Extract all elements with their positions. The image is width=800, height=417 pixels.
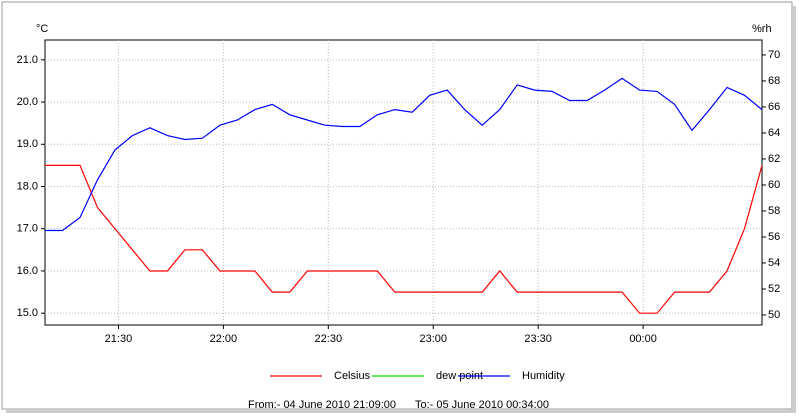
y-tick-label: 19.0 [17, 138, 38, 150]
legend-label: Humidity [522, 370, 565, 382]
y2-tick-label: 62 [768, 153, 780, 165]
y2-tick-label: 70 [768, 49, 780, 61]
x-tick-label: 00:00 [629, 333, 657, 345]
legend-label: Celsius [334, 370, 371, 382]
y2-tick-label: 68 [768, 75, 780, 87]
x-tick-label: 22:00 [210, 333, 238, 345]
y2-tick-label: 56 [768, 231, 780, 243]
y-tick-label: 21.0 [17, 54, 38, 66]
y-tick-label: 15.0 [17, 307, 38, 319]
x-tick-label: 23:00 [419, 333, 447, 345]
footer-to: To:- 05 June 2010 00:34:00 [415, 399, 549, 411]
frame [1, 1, 793, 410]
y2-tick-label: 64 [768, 127, 780, 139]
y2-axis-label: %rh [752, 23, 772, 35]
plot-area [44, 39, 763, 326]
x-tick-label: 21:30 [105, 333, 133, 345]
series-line [45, 164, 763, 314]
y2-tick-label: 60 [768, 179, 780, 191]
y2-tick-label: 58 [768, 205, 780, 217]
x-tick-label: 23:30 [524, 333, 552, 345]
series-line [45, 77, 763, 232]
frame-shadow [6, 409, 796, 413]
y2-tick-label: 54 [768, 257, 780, 269]
x-tick-label: 22:30 [315, 333, 343, 345]
y2-tick-label: 52 [768, 283, 780, 295]
y2-tick-label: 50 [768, 309, 780, 321]
footer-from: From:- 04 June 2010 21:09:00 [248, 399, 396, 411]
y-axis-label: °C [36, 23, 48, 35]
y-tick-label: 20.0 [17, 96, 38, 108]
y-tick-label: 16.0 [17, 265, 38, 277]
frame-shadow [792, 6, 796, 413]
y2-tick-label: 66 [768, 101, 780, 113]
y-tick-label: 18.0 [17, 180, 38, 192]
y-tick-label: 17.0 [17, 223, 38, 235]
